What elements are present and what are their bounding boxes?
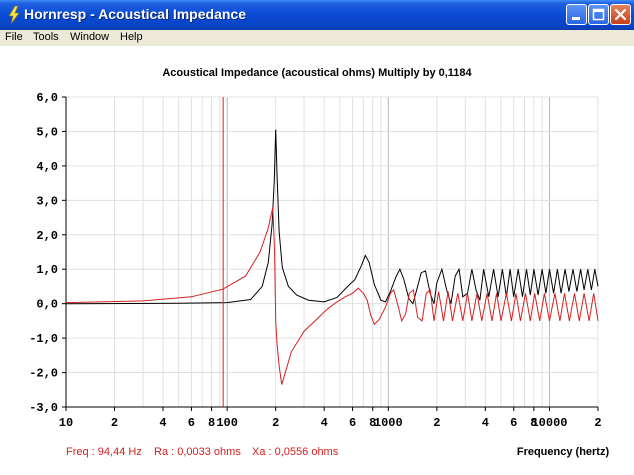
x-tick-label: 6 bbox=[349, 416, 356, 430]
x-tick-label: 100 bbox=[216, 416, 238, 430]
x-tick-label: 8 bbox=[530, 416, 537, 430]
x-tick-label: 4 bbox=[482, 416, 489, 430]
x-tick-label: 2 bbox=[111, 416, 118, 430]
x-tick-label: 1000 bbox=[374, 416, 403, 430]
y-tick-label: 6,0 bbox=[36, 91, 58, 105]
y-tick-label: 1,0 bbox=[36, 263, 58, 277]
status-ra: Ra : 0,0033 ohms bbox=[154, 446, 241, 458]
window-title: Hornresp - Acoustical Impedance bbox=[24, 6, 246, 22]
x-tick-label: 2 bbox=[272, 416, 279, 430]
y-tick-label: -2,0 bbox=[29, 367, 58, 381]
x-tick-label: 2 bbox=[433, 416, 440, 430]
x-tick-label: 6 bbox=[510, 416, 517, 430]
y-tick-label: 5,0 bbox=[36, 125, 58, 139]
y-tick-label: -3,0 bbox=[29, 401, 58, 415]
x-axis-label: Frequency (hertz) bbox=[517, 446, 610, 458]
close-button[interactable] bbox=[610, 4, 631, 25]
status-freq: Freq : 94,44 Hz bbox=[66, 446, 142, 458]
lightning-icon bbox=[8, 6, 20, 24]
chart-area[interactable] bbox=[0, 46, 634, 475]
menu-file[interactable]: File bbox=[5, 31, 23, 43]
x-tick-label: 2 bbox=[594, 416, 601, 430]
y-tick-label: 0,0 bbox=[36, 298, 58, 312]
x-tick-label: 10000 bbox=[531, 416, 567, 430]
y-tick-label: 4,0 bbox=[36, 160, 58, 174]
y-tick-label: 2,0 bbox=[36, 229, 58, 243]
menu-help[interactable]: Help bbox=[120, 31, 143, 43]
y-tick-label: 3,0 bbox=[36, 194, 58, 208]
series-line-0 bbox=[65, 129, 599, 305]
maximize-button[interactable] bbox=[588, 4, 609, 25]
x-tick-label: 6 bbox=[188, 416, 195, 430]
series-layer bbox=[65, 129, 599, 385]
maximize-icon bbox=[592, 8, 605, 21]
minimize-button[interactable] bbox=[566, 4, 587, 25]
series-line-1 bbox=[65, 207, 599, 385]
grid-layer bbox=[65, 96, 599, 408]
menu-tools[interactable]: Tools bbox=[33, 31, 59, 43]
close-icon bbox=[614, 8, 627, 21]
x-tick-label: 4 bbox=[321, 416, 328, 430]
title-bar[interactable]: Hornresp - Acoustical Impedance bbox=[0, 0, 634, 30]
status-xa: Xa : 0,0556 ohms bbox=[252, 446, 339, 458]
y-tick-label: -1,0 bbox=[29, 332, 58, 346]
axis-layer: 6,05,04,03,02,01,00,0-1,0-2,0-3,010 2 4 6 8 1… bbox=[29, 91, 601, 430]
x-tick-label: 8 bbox=[369, 416, 376, 430]
x-tick-label: 4 bbox=[159, 416, 166, 430]
chart-title: Acoustical Impedance (acoustical ohms) M… bbox=[162, 67, 472, 79]
x-tick-label: 8 bbox=[208, 416, 215, 430]
x-tick-label: 10 bbox=[59, 416, 73, 430]
minimize-icon bbox=[572, 17, 580, 20]
menu-window[interactable]: Window bbox=[70, 31, 110, 43]
menu-bar: File Tools Window Help bbox=[0, 30, 634, 46]
